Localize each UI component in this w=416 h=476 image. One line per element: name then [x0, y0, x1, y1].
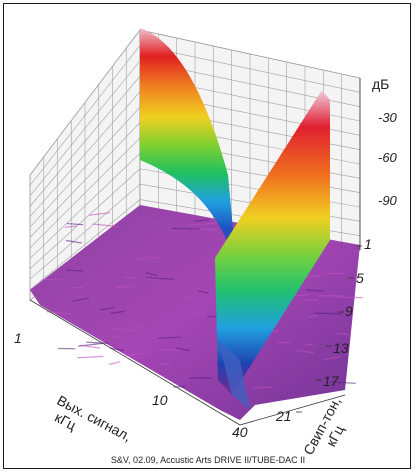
source-caption: S&V, 02.09, Accustic Arts DRIVE II/TUBE-… — [110, 455, 306, 465]
floor-streak — [64, 225, 77, 228]
linear-ridge — [215, 90, 330, 395]
floor-streak — [146, 255, 161, 259]
z-tick-label: -90 — [378, 193, 397, 208]
y-tick-label: 13 — [333, 340, 349, 356]
floor-streak — [115, 285, 134, 288]
floor-streak — [158, 336, 181, 340]
y-tick-label: 9 — [345, 303, 353, 319]
curved-ridge — [140, 28, 236, 262]
axis-lines — [29, 78, 361, 426]
floor-streak — [304, 343, 314, 346]
floor-streak — [145, 272, 158, 276]
chart-frame — [3, 3, 411, 469]
floor-streak — [194, 218, 211, 222]
z-tick-label: -60 — [378, 150, 397, 165]
floor-streak — [198, 290, 209, 294]
floor-streak — [77, 355, 104, 359]
floor-streak — [132, 325, 143, 328]
x-tick-label: 10 — [152, 392, 168, 408]
floor-streak — [323, 356, 341, 361]
floor-streak — [145, 277, 156, 282]
y-tick-label: 1 — [364, 236, 372, 252]
floor-streak — [125, 352, 147, 357]
floor-streak — [294, 349, 314, 354]
floor-streak — [175, 347, 191, 352]
floor-streak — [71, 286, 84, 289]
floor-streak — [66, 239, 82, 244]
x-tick-label: 40 — [232, 424, 248, 440]
floor-streak — [330, 381, 356, 384]
floor-streak — [206, 315, 218, 318]
floor-streak — [123, 276, 137, 280]
floor-streak — [305, 289, 324, 292]
floor-streak — [109, 310, 125, 315]
floor-streak — [72, 297, 90, 302]
ridge-tail — [218, 340, 250, 410]
floor-streak — [108, 327, 135, 332]
floor-streak — [337, 296, 363, 299]
floor-streak — [158, 362, 171, 366]
floor-streak — [108, 361, 121, 366]
floor-streak — [252, 386, 273, 389]
floor-streak — [67, 222, 84, 226]
floor-streak — [337, 332, 349, 336]
floor-streak — [277, 341, 291, 344]
floor-streak — [306, 274, 320, 278]
floor-streak — [202, 221, 220, 226]
y-tick-label: 21 — [276, 408, 292, 424]
y-tick-label: 5 — [356, 270, 364, 286]
floor-streak — [145, 276, 174, 280]
floor-streak — [99, 306, 115, 311]
floor-streak — [66, 269, 84, 272]
floor-streak — [86, 341, 109, 344]
floor-streak — [308, 314, 319, 318]
x-tick-label: 1 — [14, 330, 22, 346]
floor-streak — [305, 299, 318, 301]
z-axis-label: дБ — [372, 76, 390, 92]
floor-streak — [187, 313, 198, 317]
floor-streak — [314, 312, 343, 315]
floor-streak — [92, 223, 120, 228]
floor-streak — [89, 212, 110, 216]
floor-streak — [80, 344, 101, 349]
y-tick-label: 17 — [323, 373, 339, 389]
floor-streak — [186, 296, 195, 299]
z-tick-label: -30 — [378, 110, 397, 125]
tick-marks — [296, 245, 362, 413]
